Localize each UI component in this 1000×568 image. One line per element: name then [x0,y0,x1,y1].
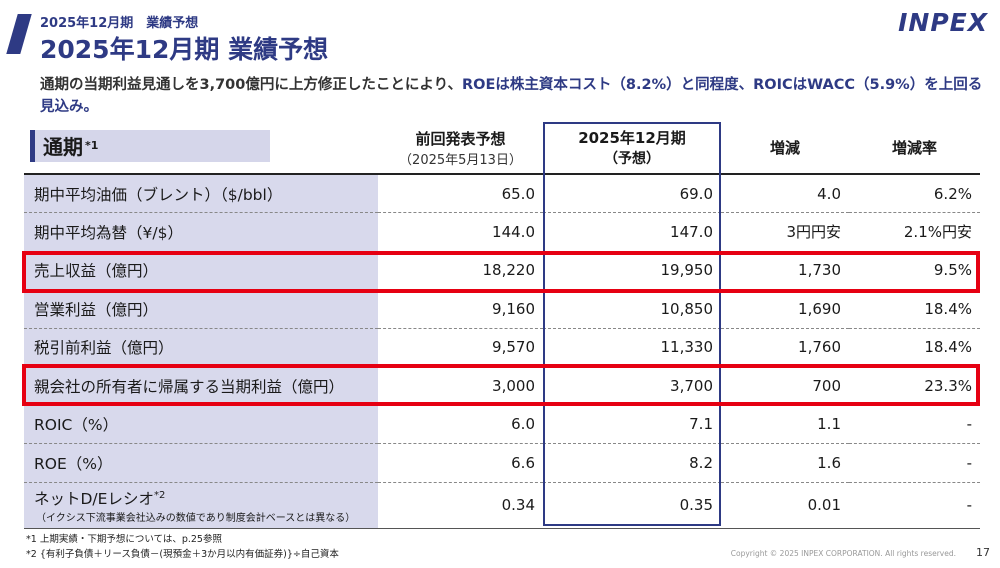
value-cell-rate: 18.4% [849,289,980,329]
table-row: ROE（%） 6.6 8.2 1.6- [24,443,980,483]
value-cell-curr: 8.2 [543,443,721,483]
page-title: 2025年12月期 業績予想 [40,35,329,64]
table-row: ネットD/Eレシオ*2 （イクシス下流事業会社込みの数値であり制度会計ベースとは異… [24,482,980,529]
forecast-table: 通期 *1 前回発表予想 （2025年5月13日） 2025年12月期 （予想） 増減… [24,122,980,529]
col-header-title: 前回発表予想 [415,129,506,148]
col-header-current: 2025年12月期 （予想） [543,122,721,175]
value-cell-curr: 0.35 [543,482,721,529]
value-cell-diff: 3円円安 [721,212,849,252]
value-cell-prev: 9,160 [378,289,543,329]
value-cell-curr: 19,950 [543,251,721,290]
value-cell-curr: 3,700 [543,366,721,406]
value-cell-rate: - [849,405,980,444]
col-header-title: 増減率 [891,139,937,157]
value-cell-prev: 65.0 [378,174,543,213]
value-cell-diff: 700 [721,366,849,406]
footnote-2: *2 {有利子負債＋リース負債－(現預金＋3か月以内有価証券)}÷自己資本 [26,549,339,560]
value-cell-prev: 18,220 [378,251,543,290]
value-cell-diff: 1.6 [721,443,849,483]
lead-text-highlight: ROEは株主資本コスト（8.2%）と同程度、ROICはWACC（5.9%）を上回… [40,77,983,115]
row-label: ROE（%） [34,454,113,473]
value-cell-rate: 2.1%円安 [849,212,980,252]
table-row: 営業利益（億円） 9,160 10,850 1,690 18.4% [24,289,980,329]
title-accent-bar [6,14,32,54]
row-label-cell: ROIC（%） [24,405,378,444]
col-header-title: 2025年12月期 [578,129,686,147]
value-cell-curr: 7.1 [543,405,721,444]
page-number: 17 [976,546,990,559]
table-row: 期中平均為替（¥/$） 144.0 147.0 3円円安 2.1%円安 [24,212,980,252]
table-header-row: 通期 *1 前回発表予想 （2025年5月13日） 2025年12月期 （予想） 増減… [24,122,980,175]
row-label: 親会社の所有者に帰属する当期利益（億円） [34,377,345,396]
value-cell-diff: 1,760 [721,328,849,367]
table-row: 税引前利益（億円） 9,570 11,330 1,760 18.4% [24,328,980,367]
table-row: ROIC（%） 6.0 7.1 1.1- [24,405,980,444]
fiscal-year-label: 通期 *1 [30,129,270,162]
row-label: 売上収益（億円） [34,262,159,281]
row-label: 営業利益（億円） [34,300,159,319]
copyright: Copyright © 2025 INPEX CORPORATION. All … [730,549,956,558]
lead-text-part1: 通期の当期利益見通しを3,700億円に上方修正したことにより、 [40,77,462,93]
value-cell-rate: 18.4% [849,328,980,367]
page-subtitle: 2025年12月期 業績予想 [40,16,199,31]
value-cell-rate: - [849,443,980,483]
value-cell-diff: 4.0 [721,174,849,213]
value-cell-curr: 10,850 [543,289,721,329]
table-row: 期中平均油価（ブレント）（$/bbl） 65.0 69.0 4.0 6.2% [24,174,980,213]
table-row: 親会社の所有者に帰属する当期利益（億円） 3,000 3,700 700 23.3% [24,366,980,406]
col-header-change-rate: 増減率 [849,122,980,175]
value-cell-diff: 1,690 [721,289,849,329]
value-cell-rate: 9.5% [849,251,980,290]
lead-text: 通期の当期利益見通しを3,700億円に上方修正したことにより、ROEは株主資本コ… [40,74,985,118]
value-cell-prev: 6.6 [378,443,543,483]
row-label-cell: ROE（%） [24,443,378,483]
value-cell-diff: 1.1 [721,405,849,444]
value-cell-prev: 9,570 [378,328,543,367]
value-cell-curr: 69.0 [543,174,721,213]
row-label-cell: 期中平均為替（¥/$） [24,212,378,252]
value-cell-prev: 6.0 [378,405,543,444]
value-cell-prev: 0.34 [378,482,543,529]
value-cell-diff: 1,730 [721,251,849,290]
row-label-cell: ネットD/Eレシオ*2 （イクシス下流事業会社込みの数値であり制度会計ベースとは異… [24,482,378,529]
row-label-cell: 営業利益（億円） [24,289,378,329]
value-cell-diff: 0.01 [721,482,849,529]
table-label-header: 通期 *1 [24,122,378,175]
row-label-cell: 税引前利益（億円） [24,328,378,367]
row-label-subnote: （イクシス下流事業会社込みの数値であり制度会計ベースとは異なる） [36,512,356,524]
col-header-title: 増減 [769,139,800,157]
row-label-cell: 売上収益（億円） [24,251,378,290]
row-label: 期中平均為替（¥/$） [34,223,183,242]
label-text: 通期 [43,135,83,159]
col-header-sub: （2025年5月13日） [399,152,522,168]
row-label-note: *2 [153,489,166,501]
value-cell-prev: 144.0 [378,212,543,252]
value-cell-curr: 11,330 [543,328,721,367]
value-cell-rate: 23.3% [849,366,980,406]
row-label: ネットD/Eレシオ [34,489,154,508]
row-label-cell: 親会社の所有者に帰属する当期利益（億円） [24,366,378,406]
footnote-1: *1 上期実績・下期予想については、p.25参照 [26,534,222,545]
col-header-sub: （予想） [604,151,660,167]
value-cell-rate: - [849,482,980,529]
row-label-cell: 期中平均油価（ブレント）（$/bbl） [24,174,378,213]
value-cell-curr: 147.0 [543,212,721,252]
label-marker [30,129,35,162]
table-row: 売上収益（億円） 18,220 19,950 1,730 9.5% [24,251,980,290]
value-cell-prev: 3,000 [378,366,543,406]
value-cell-rate: 6.2% [849,174,980,213]
row-label: 税引前利益（億円） [34,339,174,358]
inpex-logo: INPEX [898,8,988,37]
row-label: 期中平均油価（ブレント）（$/bbl） [34,185,283,204]
col-header-change: 増減 [721,122,849,175]
col-header-previous: 前回発表予想 （2025年5月13日） [378,122,543,175]
row-label: ROIC（%） [34,416,119,435]
label-note: *1 [85,139,99,152]
